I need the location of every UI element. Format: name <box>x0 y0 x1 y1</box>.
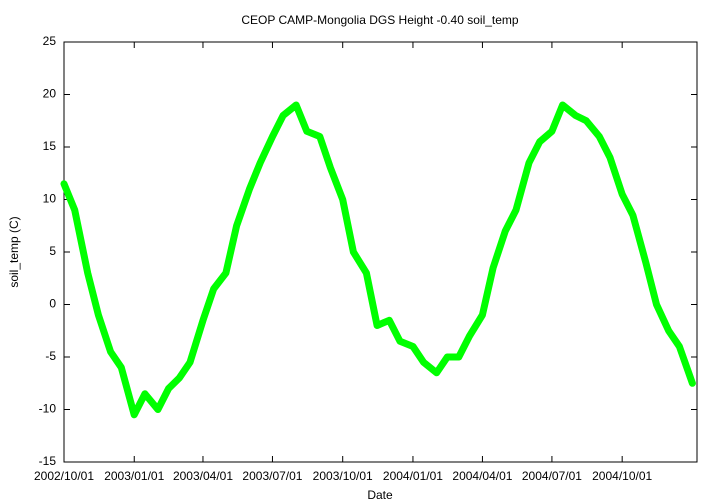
plot-border <box>63 41 698 463</box>
x-tick-label: 2003/10/01 <box>313 469 373 483</box>
y-tick-label: 15 <box>43 139 57 153</box>
x-tick-label: 2003/04/01 <box>173 469 233 483</box>
y-axis-label: soil_temp (C) <box>7 216 21 287</box>
y-tick-label: -10 <box>39 402 57 416</box>
y-tick-label: 20 <box>43 87 57 101</box>
x-tick-label: 2004/07/01 <box>522 469 582 483</box>
x-tick-label: 2004/01/01 <box>383 469 443 483</box>
data-line <box>60 101 696 419</box>
x-axis-label: Date <box>367 488 393 502</box>
x-tick-label: 2003/01/01 <box>104 469 164 483</box>
y-tick-label: 10 <box>43 192 57 206</box>
x-tick-label: 2002/10/01 <box>34 469 94 483</box>
y-tick-label: -5 <box>45 349 56 363</box>
y-tick-label: 0 <box>49 297 56 311</box>
chart-title: CEOP CAMP-Mongolia DGS Height -0.40 soil… <box>241 13 519 27</box>
y-tick-label: -15 <box>39 454 57 468</box>
y-tick-label: 25 <box>43 34 57 48</box>
x-tick-label: 2003/07/01 <box>242 469 302 483</box>
x-tick-label: 2004/10/01 <box>592 469 652 483</box>
y-tick-label: 5 <box>49 244 56 258</box>
x-tick-label: 2004/04/01 <box>452 469 512 483</box>
